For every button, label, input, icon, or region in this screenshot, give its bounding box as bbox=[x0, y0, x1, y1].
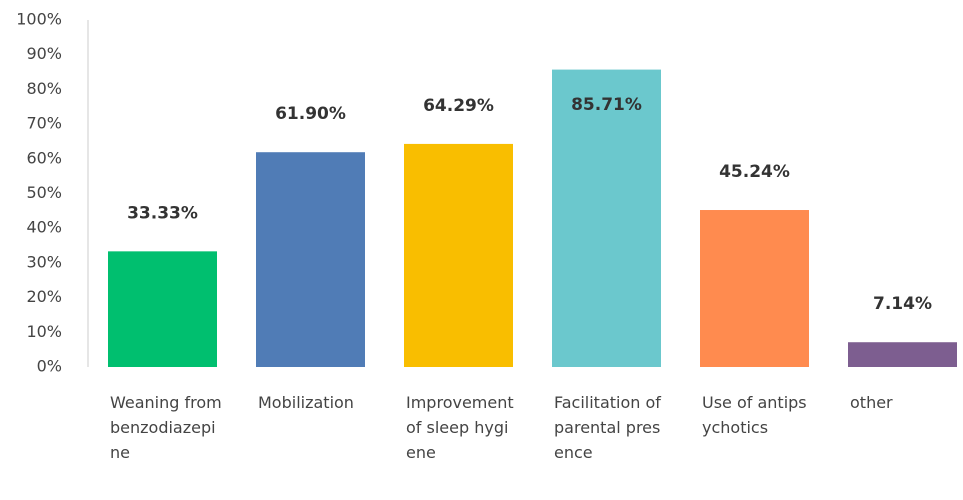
y-tick-label: 100% bbox=[16, 10, 62, 29]
data-label: 85.71% bbox=[571, 95, 642, 115]
y-tick-label: 90% bbox=[26, 44, 62, 63]
x-tick-label: Improvement of sleep hygiene bbox=[406, 393, 514, 462]
y-tick-label: 0% bbox=[37, 357, 62, 376]
y-tick-label: 40% bbox=[26, 218, 62, 237]
bar bbox=[404, 143, 513, 367]
bar bbox=[256, 152, 365, 367]
bar bbox=[848, 342, 957, 367]
bar bbox=[552, 69, 661, 367]
data-label: 7.14% bbox=[873, 294, 932, 314]
data-label: 64.29% bbox=[423, 96, 494, 116]
data-label: 61.90% bbox=[275, 104, 346, 124]
y-tick-label: 70% bbox=[26, 114, 62, 133]
y-tick-label: 20% bbox=[26, 287, 62, 306]
y-tick-label: 60% bbox=[26, 148, 62, 167]
data-label: 45.24% bbox=[719, 162, 790, 182]
bar bbox=[108, 251, 217, 367]
data-label: 33.33% bbox=[127, 203, 198, 223]
y-tick-label: 80% bbox=[26, 79, 62, 98]
y-tick-label: 10% bbox=[26, 322, 62, 341]
x-tick-label: Weaning from benzodiazepine bbox=[110, 393, 222, 462]
x-tick-label: other bbox=[850, 393, 893, 412]
y-tick-label: 50% bbox=[26, 183, 62, 202]
bar bbox=[700, 210, 809, 367]
x-tick-label: Use of antipsychotics bbox=[702, 393, 807, 437]
x-tick-label: Mobilization bbox=[258, 393, 354, 412]
x-tick-label: Facilitation of parental presence bbox=[554, 393, 661, 462]
y-tick-label: 30% bbox=[26, 252, 62, 271]
